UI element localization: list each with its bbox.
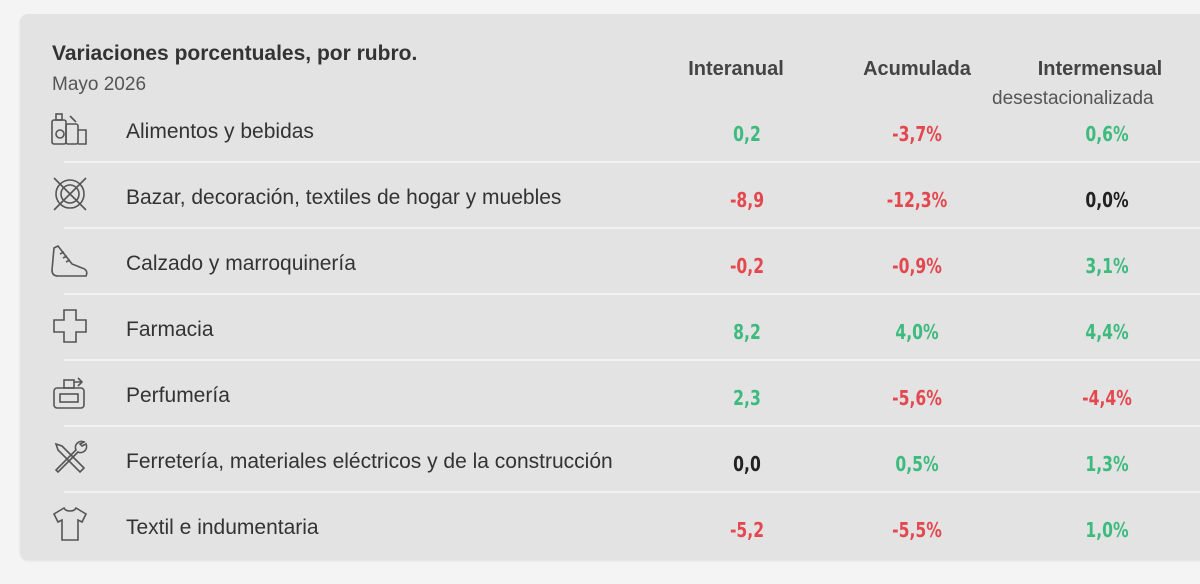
row-divider xyxy=(64,293,1200,295)
value-interanual: -0,2 xyxy=(729,254,765,278)
row-divider xyxy=(64,227,1200,229)
row-divider xyxy=(64,359,1200,361)
value-acumulada: -3,7% xyxy=(892,122,942,146)
category-label: Textil e indumentaria xyxy=(126,516,319,539)
value-interanual: 8,2 xyxy=(733,320,761,344)
value-acumulada: -5,6% xyxy=(892,386,942,410)
value-intermensual: 1,0% xyxy=(1085,518,1129,542)
category-label: Calzado y marroquinería xyxy=(126,252,356,275)
tshirt-icon xyxy=(48,502,92,546)
column-header-interanual: Interanual xyxy=(688,58,784,80)
value-interanual: -5,2 xyxy=(729,518,765,542)
value-acumulada: -5,5% xyxy=(892,518,942,542)
summary-card: Variaciones porcentuales, por rubro. May… xyxy=(20,14,1200,560)
column-header-acumulada: Acumulada xyxy=(863,58,971,80)
table-title: Variaciones porcentuales, por rubro. xyxy=(52,42,418,65)
category-label: Perfumería xyxy=(126,384,230,407)
category-label: Bazar, decoración, textiles de hogar y m… xyxy=(126,186,562,209)
pharmacy-cross-icon xyxy=(48,304,92,348)
perfume-icon xyxy=(48,370,92,414)
value-interanual: -8,9 xyxy=(729,188,765,212)
category-label: Farmacia xyxy=(126,318,214,341)
value-intermensual: 4,4% xyxy=(1085,320,1129,344)
table-subtitle: Mayo 2026 xyxy=(52,74,147,95)
value-interanual: 2,3 xyxy=(733,386,761,410)
value-intermensual: -4,4% xyxy=(1082,386,1132,410)
row-divider xyxy=(64,161,1200,163)
value-intermensual: 0,6% xyxy=(1085,122,1129,146)
value-interanual: 0,2 xyxy=(733,122,761,146)
value-intermensual: 3,1% xyxy=(1085,254,1129,278)
value-intermensual: 1,3% xyxy=(1085,452,1129,476)
value-acumulada: 4,0% xyxy=(895,320,939,344)
column-header-intermensual: Intermensual xyxy=(1037,58,1163,80)
shoe-icon xyxy=(48,238,92,282)
category-label: Ferretería, materiales eléctricos y de l… xyxy=(126,450,613,473)
value-acumulada: 0,5% xyxy=(895,452,939,476)
tools-icon xyxy=(48,436,92,480)
value-acumulada: -12,3% xyxy=(886,188,948,212)
value-acumulada: -0,9% xyxy=(892,254,942,278)
groceries-icon xyxy=(48,106,92,150)
column-subheader-desestacionalizada: desestacionalizada xyxy=(992,88,1154,109)
row-divider xyxy=(64,491,1200,493)
row-divider xyxy=(64,425,1200,427)
value-interanual: 0,0 xyxy=(733,452,761,476)
value-intermensual: 0,0% xyxy=(1085,188,1129,212)
category-label: Alimentos y bebidas xyxy=(126,120,314,143)
housewares-icon xyxy=(48,172,92,216)
